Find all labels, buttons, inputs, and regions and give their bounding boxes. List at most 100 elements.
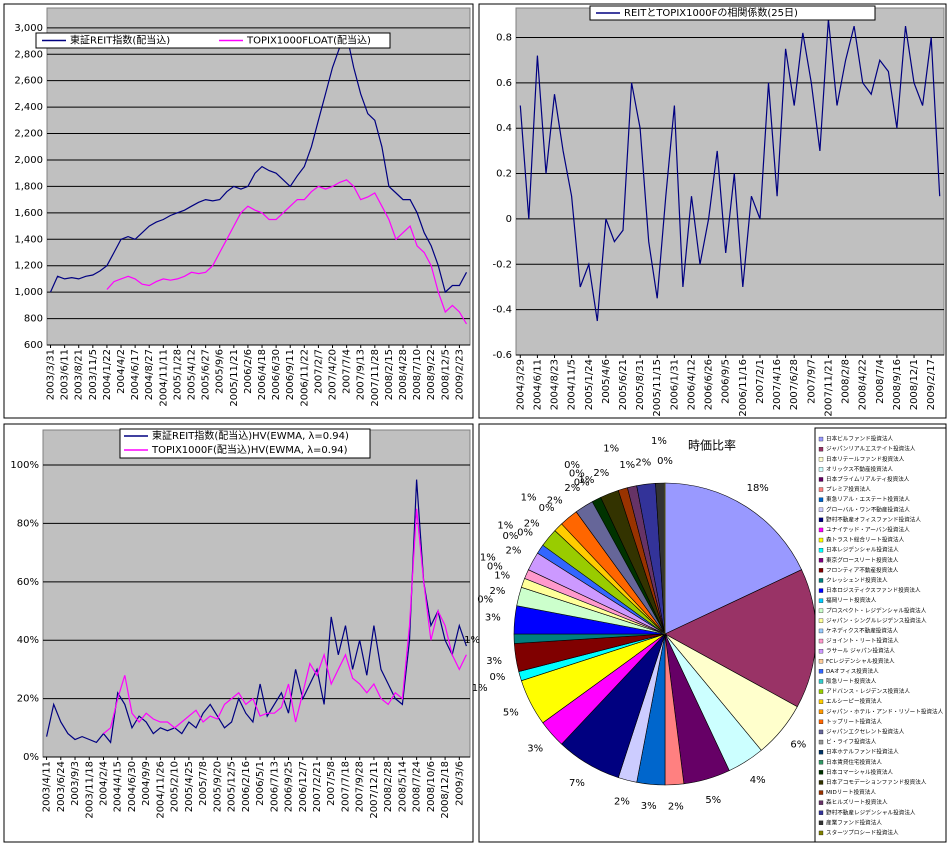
legend-swatch (818, 679, 824, 684)
legend-swatch (818, 709, 824, 714)
legend-label: 日本ビルファンド投資法人 (826, 435, 894, 443)
x-tick-label: 2007/7/4 (342, 349, 353, 394)
y-tick-label: 80% (17, 518, 39, 529)
legend-label: ラサール ジャパン投資法人 (826, 647, 895, 655)
x-tick-label: 2008/7/4 (875, 359, 886, 404)
x-tick-label: 2006/9/11 (285, 349, 296, 400)
x-tick-label: 2008/9/22 (426, 349, 437, 400)
data-label: 2% (547, 496, 563, 507)
series-line (49, 32, 468, 294)
x-tick-label: 2005/8/31 (635, 359, 646, 410)
data-label: 1% (494, 570, 510, 581)
y-tick-label: 2,400 (14, 102, 43, 113)
y-tick-label: 1,200 (14, 261, 43, 272)
y-tick-label: -0.4 (492, 305, 512, 316)
series-line (103, 508, 467, 735)
data-label: 3% (485, 613, 501, 624)
y-tick-label: 100% (10, 460, 39, 471)
y-tick-label: 0.6 (496, 78, 512, 89)
x-tick-label: 2008/7/10 (412, 349, 423, 400)
x-tick-label: 2004/8/27 (144, 349, 155, 400)
data-label: 2% (564, 483, 580, 494)
x-tick-label: 2005/9/20 (212, 761, 223, 812)
x-tick-label: 2007/2/1 (755, 359, 766, 404)
x-tick-label: 2004/2/4 (98, 761, 109, 806)
series-line (106, 179, 468, 325)
y-tick-label: 800 (24, 314, 43, 325)
x-tick-label: 2004/11/5 (567, 359, 578, 410)
legend-swatch (818, 719, 824, 724)
y-tick-label: 0.2 (496, 169, 512, 180)
legend-swatch (818, 487, 824, 492)
y-tick-label: 60% (17, 577, 39, 588)
legend-label: REITとTOPIX1000Fの相関係数(25日) (624, 6, 798, 19)
legend-label: ジャパン・ホテル・アンド・リゾート投資法人 (826, 707, 944, 715)
legend-swatch (818, 517, 824, 522)
legend-swatch (818, 608, 824, 613)
legend-box (35, 32, 391, 49)
data-label: 5% (503, 708, 519, 719)
data-label: 3% (486, 656, 502, 667)
x-tick-label: 2007/6/28 (789, 359, 800, 410)
x-tick-label: 2005/9/6 (215, 349, 226, 394)
data-label: 0% (564, 460, 580, 471)
data-label: 3% (527, 743, 543, 754)
x-tick-label: 2008/10/6 (426, 761, 437, 812)
x-tick-label: 2005/11/21 (229, 349, 240, 407)
legend-swatch (818, 699, 824, 704)
x-tick-label: 2007/4/20 (328, 349, 339, 400)
legend-swatch (818, 527, 824, 533)
legend-label: ケネディクス不動産投資法人 (826, 626, 899, 634)
x-tick-label: 2003/8/21 (74, 349, 85, 400)
x-tick-label: 2004/6/17 (130, 349, 141, 400)
legend-swatch (818, 790, 824, 795)
data-label: 1% (480, 552, 496, 563)
legend-swatch (818, 548, 824, 553)
legend-swatch (818, 477, 824, 482)
legend-label: 日本プライムリアルティ投資法人 (826, 475, 910, 483)
legend-label: 日本賃貸住宅投資法人 (826, 758, 882, 766)
x-tick-label: 2003/3/31 (46, 349, 57, 400)
legend-label: 野村不動産レジデンシャル投資法人 (826, 808, 916, 816)
legend-swatch (818, 649, 824, 654)
legend-label: FCレジデンシャル投資法人 (826, 657, 895, 665)
x-tick-label: 2008/12/5 (440, 349, 451, 400)
y-tick-label: -0.2 (492, 259, 512, 270)
legend-label: 日本ロジスティクスファンド投資法人 (826, 586, 921, 594)
y-tick-label: 2,800 (14, 49, 43, 60)
legend-label: アドバンス・レジデンス投資法人 (826, 687, 910, 695)
legend-label: フロンティア不動産投資法人 (826, 566, 899, 574)
x-tick-label: 2008/5/14 (397, 761, 408, 812)
legend-label: 日本リテールファンド投資法人 (826, 455, 905, 463)
legend-label: エルシーピー投資法人 (826, 697, 882, 705)
x-tick-label: 2005/1/28 (172, 349, 183, 400)
legend-label: 日本レジデンシャル投資法人 (826, 546, 899, 554)
legend-label: トップリート投資法人 (826, 717, 882, 725)
legend-swatch (818, 628, 824, 634)
data-label: 2% (489, 586, 505, 597)
x-tick-label: 2006/1/31 (669, 359, 680, 410)
x-tick-label: 2006/6/30 (271, 349, 282, 400)
legend-box (814, 427, 947, 843)
y-tick-label: 2,600 (14, 76, 43, 87)
data-label: 6% (790, 739, 806, 750)
legend-label: ユナイテッド・アーバン投資法人 (826, 525, 910, 533)
x-tick-label: 2007/2/7 (313, 349, 324, 394)
x-tick-label: 2007/7/18 (340, 761, 351, 812)
y-tick-label: 1,000 (14, 287, 43, 298)
legend-swatch (818, 760, 824, 765)
y-tick-label: 1,400 (14, 234, 43, 245)
x-tick-label: 2006/7/13 (269, 761, 280, 812)
data-label: 1% (619, 460, 635, 471)
legend-label: 福岡リート投資法人 (826, 596, 877, 604)
x-tick-label: 2006/6/26 (704, 359, 715, 410)
x-tick-label: 2004/1/22 (102, 349, 113, 400)
legend-swatch (818, 436, 824, 442)
legend-swatch (818, 750, 824, 755)
x-tick-label: 2004/9/9 (141, 761, 152, 806)
data-label: 1% (651, 436, 667, 447)
legend-swatch (818, 830, 824, 836)
legend-label: プレミア投資法人 (826, 485, 871, 493)
y-tick-label: 2,200 (14, 129, 43, 140)
